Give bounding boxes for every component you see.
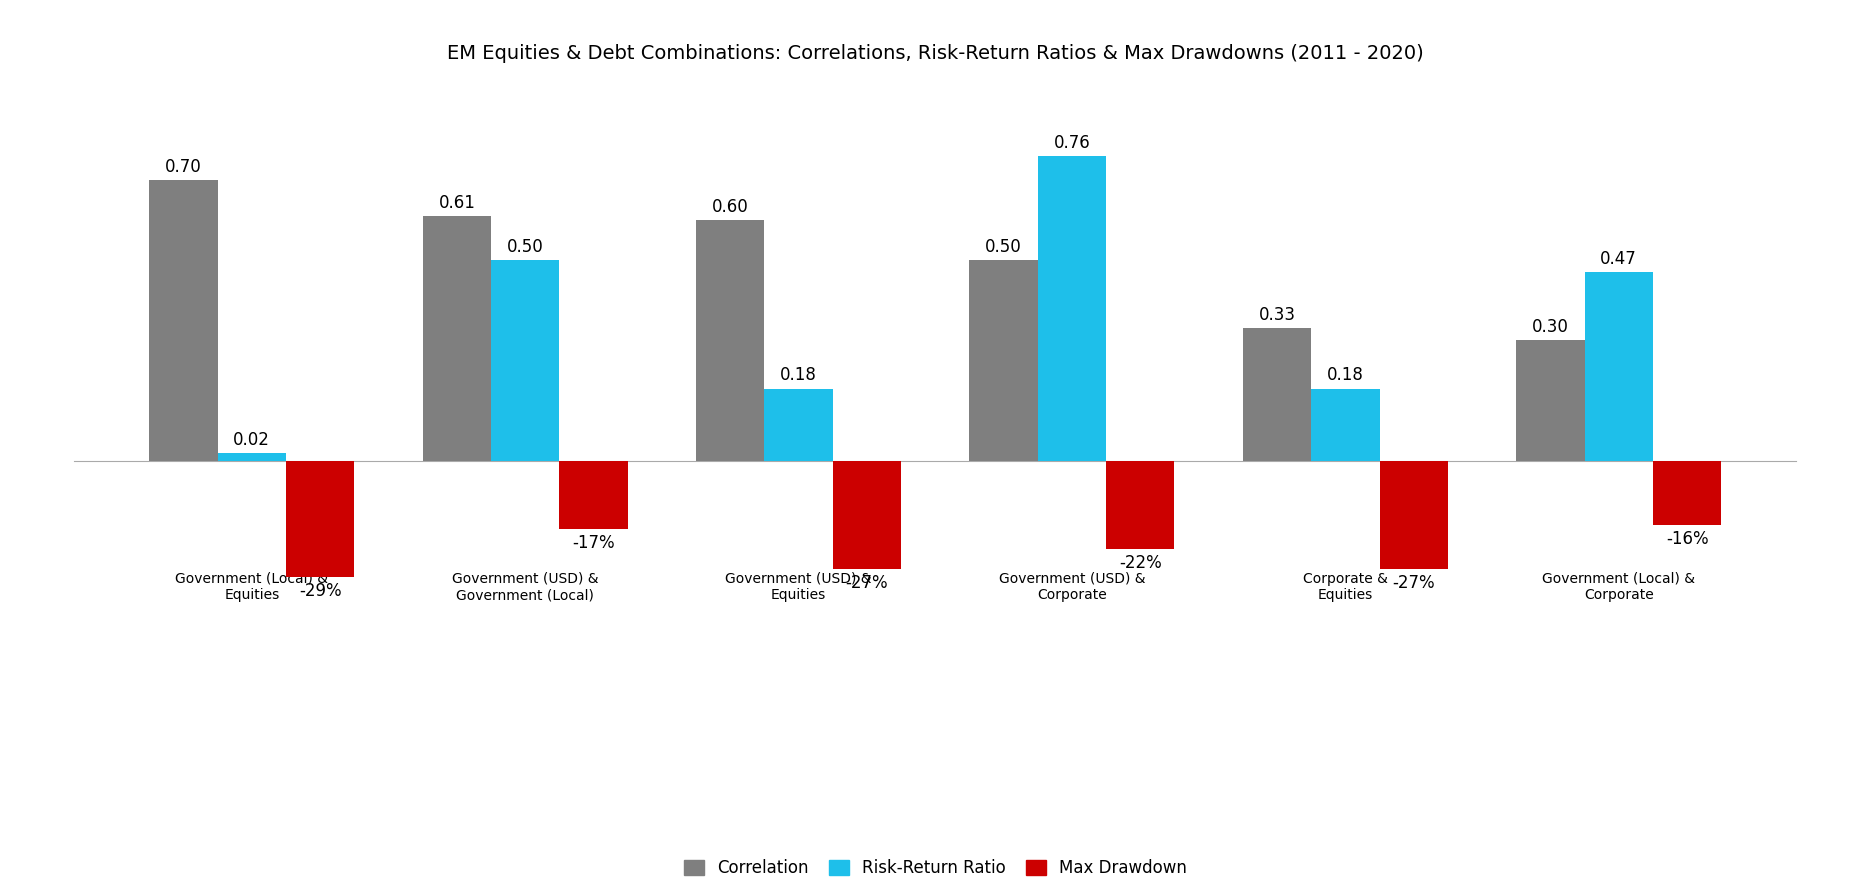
Text: -29%: -29% — [298, 582, 341, 600]
Bar — [1106, 461, 1174, 549]
Text: 0.61: 0.61 — [439, 194, 476, 212]
Text: -17%: -17% — [572, 535, 615, 552]
Bar — [559, 461, 628, 529]
Text: 0.47: 0.47 — [1600, 250, 1637, 268]
Bar — [219, 453, 285, 461]
Text: 0.60: 0.60 — [711, 198, 748, 216]
Text: 0.76: 0.76 — [1054, 134, 1091, 152]
Bar — [1585, 273, 1652, 461]
Text: -27%: -27% — [1393, 574, 1435, 592]
Text: 0.50: 0.50 — [507, 238, 543, 256]
Bar — [765, 389, 833, 461]
Bar — [422, 216, 491, 461]
Text: 0.18: 0.18 — [780, 366, 817, 384]
Bar — [285, 461, 354, 577]
Bar — [1037, 156, 1106, 461]
Text: 0.50: 0.50 — [985, 238, 1022, 256]
Legend: Correlation, Risk-Return Ratio, Max Drawdown: Correlation, Risk-Return Ratio, Max Draw… — [676, 850, 1195, 885]
Bar — [491, 260, 559, 461]
Bar — [1380, 461, 1448, 569]
Bar — [833, 461, 902, 569]
Bar — [150, 180, 219, 461]
Bar — [1243, 328, 1311, 461]
Text: 0.02: 0.02 — [233, 431, 270, 449]
Text: 0.18: 0.18 — [1326, 366, 1363, 384]
Text: -22%: -22% — [1119, 554, 1161, 573]
Text: -16%: -16% — [1665, 530, 1708, 548]
Bar — [1652, 461, 1721, 525]
Text: -27%: -27% — [846, 574, 889, 592]
Text: 0.30: 0.30 — [1532, 319, 1569, 336]
Bar — [696, 220, 765, 461]
Bar — [969, 260, 1037, 461]
Title: EM Equities & Debt Combinations: Correlations, Risk-Return Ratios & Max Drawdown: EM Equities & Debt Combinations: Correla… — [446, 44, 1424, 63]
Text: 0.70: 0.70 — [165, 158, 202, 176]
Bar — [1517, 341, 1585, 461]
Bar — [1311, 389, 1380, 461]
Text: 0.33: 0.33 — [1259, 306, 1296, 324]
